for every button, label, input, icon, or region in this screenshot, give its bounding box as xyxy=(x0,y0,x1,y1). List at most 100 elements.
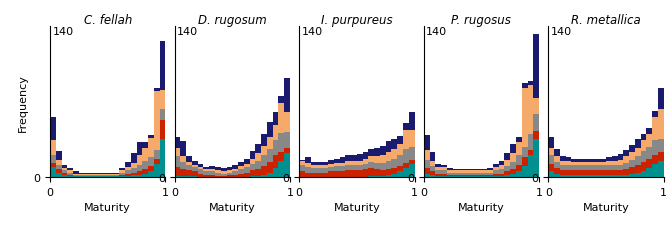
Bar xyxy=(227,173,232,175)
Bar xyxy=(572,165,577,171)
Bar xyxy=(56,151,61,160)
Bar xyxy=(572,162,577,165)
Bar xyxy=(278,97,284,103)
Bar xyxy=(499,161,504,165)
Bar xyxy=(227,171,232,173)
Bar xyxy=(154,164,159,177)
Bar xyxy=(528,150,534,156)
Bar xyxy=(61,173,67,175)
Bar xyxy=(197,164,203,168)
Bar xyxy=(368,157,374,162)
Bar xyxy=(273,141,278,156)
Bar xyxy=(618,155,623,160)
Bar xyxy=(273,168,278,177)
Bar xyxy=(125,168,131,171)
Bar xyxy=(340,163,346,166)
Bar xyxy=(424,160,430,168)
Bar xyxy=(299,165,305,172)
Bar xyxy=(137,156,142,165)
Bar xyxy=(392,168,398,174)
Bar xyxy=(192,168,197,172)
Bar xyxy=(284,113,290,132)
Bar xyxy=(499,165,504,170)
Bar xyxy=(516,165,522,172)
Bar xyxy=(646,168,652,177)
Bar xyxy=(351,171,357,177)
Title: C. fellah: C. fellah xyxy=(83,14,132,27)
Bar xyxy=(380,156,386,163)
Bar xyxy=(572,171,577,175)
Bar xyxy=(548,172,554,177)
Bar xyxy=(96,174,102,175)
Bar xyxy=(203,170,209,172)
Bar xyxy=(430,153,436,161)
Bar xyxy=(528,82,534,86)
Bar xyxy=(50,163,56,168)
Bar xyxy=(61,175,67,177)
Bar xyxy=(102,176,107,177)
Bar xyxy=(159,42,165,90)
Bar xyxy=(305,173,311,177)
Bar xyxy=(409,147,414,160)
Bar xyxy=(646,134,652,147)
Bar xyxy=(255,176,261,177)
Bar xyxy=(278,133,284,153)
Bar xyxy=(482,175,487,176)
Bar xyxy=(261,156,267,166)
Bar xyxy=(447,168,453,171)
Bar xyxy=(504,153,510,160)
Bar xyxy=(652,141,658,156)
Bar xyxy=(436,171,441,174)
Bar xyxy=(238,162,244,166)
Bar xyxy=(113,176,119,177)
Bar xyxy=(102,175,107,176)
Bar xyxy=(403,130,409,149)
Bar xyxy=(346,161,351,165)
X-axis label: Maturity: Maturity xyxy=(84,202,131,212)
Bar xyxy=(186,165,192,171)
Bar xyxy=(482,173,487,175)
Bar xyxy=(125,171,131,174)
Text: 140: 140 xyxy=(551,27,572,37)
Bar xyxy=(554,168,560,174)
Bar xyxy=(284,153,290,177)
Bar xyxy=(594,165,600,171)
Bar xyxy=(577,175,583,177)
Bar xyxy=(464,173,470,175)
Bar xyxy=(50,156,56,163)
Bar xyxy=(113,174,119,175)
Bar xyxy=(447,173,453,175)
Bar xyxy=(131,163,137,168)
Bar xyxy=(305,158,311,163)
Bar xyxy=(441,176,447,177)
Bar xyxy=(175,168,180,176)
Bar xyxy=(504,166,510,172)
Bar xyxy=(470,176,476,177)
Bar xyxy=(249,171,255,176)
Bar xyxy=(482,176,487,177)
Bar xyxy=(255,144,261,153)
Bar xyxy=(232,165,238,170)
Bar xyxy=(137,143,142,156)
Bar xyxy=(119,168,125,171)
Bar xyxy=(612,175,618,177)
Bar xyxy=(476,176,482,177)
Bar xyxy=(566,175,572,177)
Bar xyxy=(267,149,273,162)
Bar xyxy=(340,158,346,163)
Bar xyxy=(409,130,414,147)
Bar xyxy=(137,165,142,172)
Bar xyxy=(374,157,380,163)
Bar xyxy=(548,156,554,164)
Bar xyxy=(453,170,458,171)
Bar xyxy=(180,162,186,170)
Bar xyxy=(606,158,612,161)
Bar xyxy=(322,168,328,173)
Bar xyxy=(351,165,357,171)
Bar xyxy=(504,175,510,177)
Bar xyxy=(589,165,594,171)
Bar xyxy=(548,138,554,148)
Bar xyxy=(148,135,154,138)
Bar xyxy=(548,148,554,156)
Bar xyxy=(612,171,618,175)
